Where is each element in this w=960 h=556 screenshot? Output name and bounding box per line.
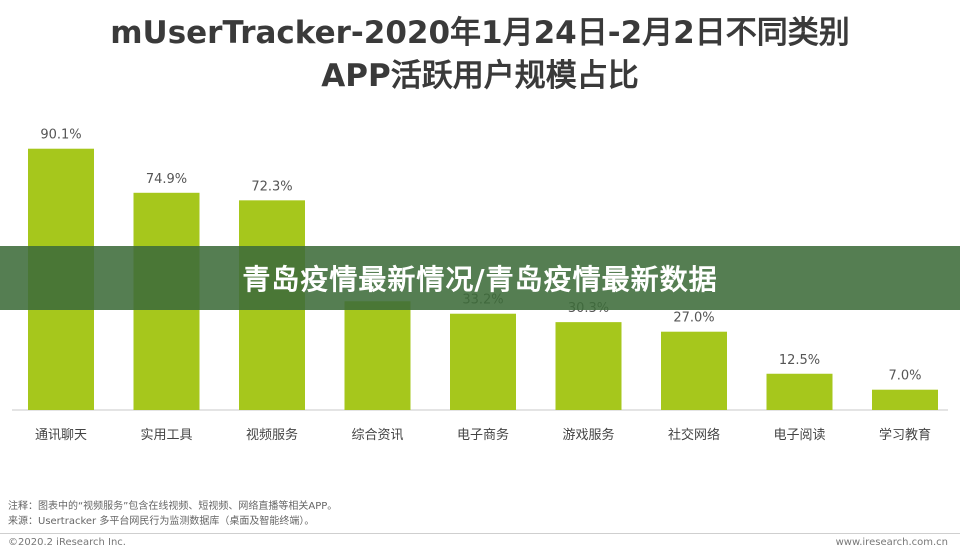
footer-divider (0, 533, 960, 534)
footer-copyright: ©2020.2 iResearch Inc. (8, 537, 126, 548)
chart-source: 来源：Usertracker 多平台网民行为监测数据库（桌面及智能终端）。 (8, 516, 315, 527)
value-label-2: 74.9% (146, 172, 187, 187)
category-label-7: 社交网络 (668, 427, 720, 443)
bar-5 (450, 313, 516, 410)
bar-chart: 90.1%通讯聊天74.9%实用工具72.3%视频服务综合资讯33.2%电子商务… (12, 128, 948, 443)
category-label-3: 视频服务 (246, 427, 298, 443)
category-label-8: 电子阅读 (773, 428, 825, 443)
overlay-banner: 青岛疫情最新情况/青岛疫情最新数据 (0, 246, 960, 310)
category-label-1: 通讯聊天 (35, 428, 87, 443)
value-label-8: 12.5% (779, 353, 820, 368)
category-label-6: 游戏服务 (562, 427, 614, 443)
category-label-2: 实用工具 (140, 428, 192, 443)
chart-title-line2: APP活跃用户规模占比 (321, 58, 639, 94)
category-label-9: 学习教育 (879, 427, 931, 443)
bar-4 (344, 301, 411, 410)
value-label-3: 72.3% (251, 179, 292, 194)
chart-title-line1: mUserTracker-2020年1月24日-2月2日不同类别 (110, 15, 850, 51)
chart-note: 注释：图表中的“视频服务”包含在线视频、短视频、网络直播等相关APP。 (8, 501, 338, 512)
bar-9 (872, 389, 938, 410)
category-label-4: 综合资讯 (351, 428, 403, 443)
bar-7 (661, 331, 727, 410)
bar-6 (555, 322, 622, 410)
bar-8 (766, 373, 833, 410)
category-label-5: 电子商务 (457, 427, 509, 443)
value-label-7: 27.0% (673, 311, 714, 326)
value-label-9: 7.0% (888, 369, 921, 384)
footer-website[interactable]: www.iresearch.com.cn (835, 537, 948, 548)
value-label-1: 90.1% (40, 128, 81, 143)
